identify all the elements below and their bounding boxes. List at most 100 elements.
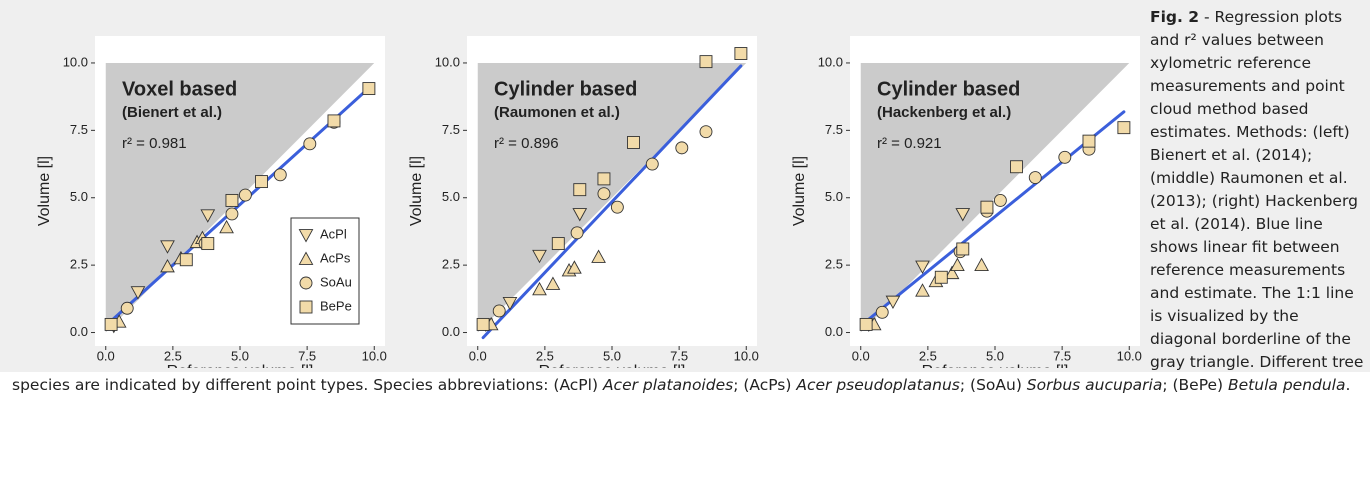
point bbox=[1058, 150, 1072, 164]
panel-title: Voxel based bbox=[122, 78, 237, 100]
point bbox=[160, 240, 175, 254]
point bbox=[950, 257, 965, 271]
point bbox=[699, 55, 713, 69]
y-tick-label: 2.5 bbox=[70, 257, 88, 272]
fit-line bbox=[864, 110, 1126, 323]
point bbox=[200, 209, 216, 223]
panel-title: Cylinder based bbox=[494, 78, 637, 100]
point bbox=[591, 249, 606, 263]
x-tick-label: 2.5 bbox=[536, 348, 554, 363]
legend-label: AcPl bbox=[320, 226, 347, 241]
point bbox=[859, 317, 873, 331]
caption-text: Acer platanoides bbox=[602, 376, 734, 394]
x-tick-label: 7.5 bbox=[298, 348, 316, 363]
x-tick-label: 0.0 bbox=[469, 348, 487, 363]
caption-text: ; (SoAu) bbox=[959, 376, 1027, 394]
one-to-one-triangle bbox=[105, 62, 375, 333]
point bbox=[225, 193, 239, 207]
caption-text: . bbox=[1345, 376, 1351, 394]
r2-annotation: r² = 0.921 bbox=[877, 135, 942, 152]
legend-label: AcPs bbox=[320, 250, 351, 265]
point bbox=[567, 260, 582, 274]
y-tick-label: 2.5 bbox=[825, 257, 843, 272]
x-tick-label: 5.0 bbox=[603, 348, 621, 363]
point bbox=[597, 187, 611, 201]
y-tick-label: 0.0 bbox=[70, 324, 88, 339]
y-tick-label: 5.0 bbox=[70, 189, 88, 204]
caption-text: ; (AcPs) bbox=[733, 376, 797, 394]
point bbox=[201, 237, 215, 251]
point bbox=[327, 114, 341, 128]
x-tick-label: 10.0 bbox=[362, 348, 387, 363]
y-axis-title: Volume [l] bbox=[791, 156, 808, 226]
y-tick-label: 10.0 bbox=[435, 54, 460, 69]
y-tick-label: 2.5 bbox=[442, 257, 460, 272]
figure: 0.0 2.5 5.0 7.5 10.0 0.0 2.5 5.0 7.5 10.0 Referenc… bbox=[12, 8, 1363, 394]
point bbox=[130, 286, 146, 300]
y-tick-label: 0.0 bbox=[825, 324, 843, 339]
y-tick-label: 5.0 bbox=[442, 189, 460, 204]
x-tick-label: 0.0 bbox=[97, 348, 115, 363]
point bbox=[1028, 171, 1042, 184]
legend-marker bbox=[299, 300, 313, 314]
y-axis-title: Volume [l] bbox=[408, 156, 425, 226]
x-tick-label: 10.0 bbox=[734, 348, 759, 363]
point bbox=[956, 242, 970, 256]
x-tick-label: 0.0 bbox=[852, 348, 870, 363]
point bbox=[1117, 121, 1131, 135]
point bbox=[934, 270, 948, 284]
y-tick-label: 0.0 bbox=[442, 324, 460, 339]
point bbox=[955, 208, 971, 222]
caption-text: Betula pendula bbox=[1228, 376, 1346, 394]
point bbox=[610, 200, 624, 214]
y-tick-label: 7.5 bbox=[825, 122, 843, 137]
caption-text: Acer pseudoplatanus bbox=[796, 376, 960, 394]
panel-subtitle: (Raumonen et al.) bbox=[494, 104, 620, 121]
y-tick-label: 10.0 bbox=[63, 54, 88, 69]
point bbox=[362, 82, 376, 96]
point bbox=[1010, 160, 1023, 174]
point bbox=[238, 188, 252, 202]
point bbox=[570, 226, 584, 240]
x-tick-label: 5.0 bbox=[986, 348, 1004, 363]
point bbox=[627, 136, 640, 149]
point bbox=[875, 305, 889, 319]
point bbox=[492, 304, 506, 318]
y-axis-title: Volume [l] bbox=[36, 156, 53, 226]
point bbox=[915, 283, 930, 297]
r2-annotation: r² = 0.896 bbox=[494, 135, 559, 152]
legend-marker bbox=[299, 276, 313, 290]
point bbox=[551, 237, 565, 251]
y-tick-label: 7.5 bbox=[442, 122, 460, 137]
point bbox=[120, 301, 134, 315]
y-tick-label: 7.5 bbox=[70, 122, 88, 137]
point bbox=[225, 207, 239, 221]
panel-title: Cylinder based bbox=[877, 78, 1020, 100]
point bbox=[502, 297, 518, 311]
point bbox=[572, 208, 588, 222]
point bbox=[993, 193, 1007, 207]
legend-marker bbox=[298, 251, 314, 265]
point bbox=[179, 253, 193, 267]
x-tick-label: 5.0 bbox=[231, 348, 249, 363]
legend-label: BePe bbox=[320, 298, 352, 313]
point bbox=[255, 175, 268, 189]
point bbox=[885, 295, 901, 310]
x-tick-label: 7.5 bbox=[670, 348, 688, 363]
point bbox=[273, 168, 287, 182]
caption-text: Fig. 2 bbox=[1150, 8, 1200, 26]
y-tick-label: 5.0 bbox=[825, 189, 843, 204]
y-tick-label: 10.0 bbox=[818, 54, 843, 69]
x-axis-title: Reference volume [l] bbox=[167, 363, 314, 368]
caption: Fig. 2 - Regression plots and r² values … bbox=[12, 8, 1363, 394]
point bbox=[532, 249, 547, 264]
point bbox=[915, 260, 930, 275]
r2-annotation: r² = 0.981 bbox=[122, 135, 187, 152]
legend-marker bbox=[298, 229, 314, 243]
point bbox=[944, 265, 960, 280]
point bbox=[303, 137, 317, 151]
caption-text: ; (BePe) bbox=[1162, 376, 1229, 394]
panel-subtitle: (Bienert et al.) bbox=[122, 104, 222, 121]
one-to-one-triangle bbox=[860, 62, 1130, 333]
